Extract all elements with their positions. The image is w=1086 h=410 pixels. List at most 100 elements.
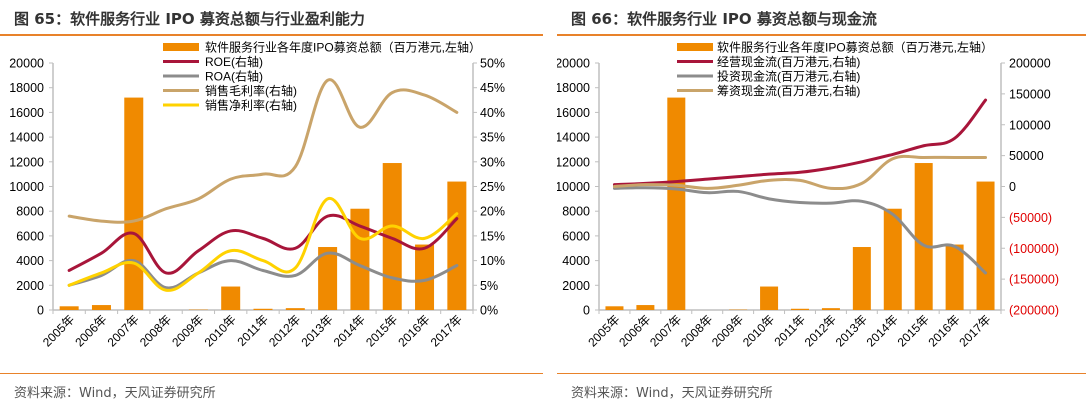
- x-axis-tick-label: 2005年: [40, 312, 77, 349]
- series-line-2: [612, 186, 988, 275]
- x-axis-tick-label: 2012年: [802, 312, 839, 349]
- source-note: 资料来源：Wind，天风证券研究所: [571, 386, 773, 401]
- x-axis-tick-label: 2015年: [895, 312, 932, 349]
- left-axis-tick-label: 2000: [16, 279, 44, 293]
- x-axis-tick-label: 2006年: [72, 312, 109, 349]
- x-axis-tick-label: 2009年: [169, 312, 206, 349]
- right-axis-tick-label: 50%: [480, 57, 505, 71]
- figure-title: 图 66：软件服务行业 IPO 募资总额与现金流: [571, 10, 877, 28]
- series-line-1: [67, 213, 459, 275]
- bar-2011年: [791, 308, 809, 310]
- x-axis-tick-label: 2013年: [298, 312, 335, 349]
- bar-2017年: [447, 181, 467, 310]
- left-axis-tick-label: 2000: [562, 279, 590, 293]
- x-axis-tick-label: 2007年: [105, 312, 142, 349]
- bar-2006年: [91, 305, 111, 310]
- left-axis-tick-label: 16000: [9, 106, 44, 120]
- legend-label: 销售净利率(右轴): [205, 98, 297, 113]
- x-axis-tick-label: 2008年: [678, 312, 715, 349]
- left-axis-tick-label: 12000: [9, 155, 44, 169]
- legend-label: 销售毛利率(右轴): [205, 83, 297, 98]
- right-axis-tick-label: 150000: [1009, 87, 1051, 101]
- x-axis-tick-label: 2017年: [956, 312, 993, 349]
- x-axis-tick-label: 2008年: [137, 312, 174, 349]
- x-axis-tick-label: 2014年: [864, 312, 901, 349]
- bar-2012年: [285, 308, 305, 310]
- legend-label: 软件服务行业各年度IPO募资总额（百万港元,左轴）: [205, 40, 481, 55]
- legend-label: ROA(右轴): [205, 69, 263, 84]
- series-line-3: [612, 154, 988, 191]
- legend: 软件服务行业各年度IPO募资总额（百万港元,左轴）经营现金流(百万港元,右轴)投…: [677, 40, 993, 98]
- bar-2010年: [221, 286, 241, 310]
- left-axis-tick-label: 10000: [557, 180, 590, 194]
- left-axis-tick-label: 14000: [557, 131, 590, 145]
- left-axis-tick-label: 20000: [9, 57, 44, 71]
- left-axis-tick-label: 12000: [557, 155, 590, 169]
- x-axis-tick-label: 2016年: [395, 312, 432, 349]
- x-axis-tick-label: 2007年: [647, 312, 684, 349]
- bar-2006年: [636, 305, 655, 310]
- right-axis-tick-label: 30%: [480, 155, 505, 169]
- right-axis-tick-label: 0: [1009, 180, 1016, 194]
- left-axis-tick-label: 18000: [557, 81, 590, 95]
- title-divider: [0, 34, 543, 36]
- right-axis-tick-label: 40%: [480, 106, 505, 120]
- bar-2013年: [318, 247, 338, 310]
- left-axis-tick-label: 6000: [562, 229, 590, 243]
- figure-title: 图 65：软件服务行业 IPO 募资总额与行业盈利能力: [14, 10, 365, 28]
- right-axis-tick-label: 15%: [480, 229, 505, 243]
- title-divider: [557, 34, 1086, 36]
- bar-2005年: [605, 306, 624, 310]
- right-axis-tick-label: 5%: [480, 279, 498, 293]
- x-axis-tick-label: 2011年: [771, 312, 808, 349]
- figure-66-panel: 图 66：软件服务行业 IPO 募资总额与现金流 0 2000 4000 6000 80…: [557, 0, 1086, 410]
- right-axis-tick-label: (100000): [1009, 242, 1059, 256]
- x-axis-tick-label: 2009年: [709, 312, 746, 349]
- legend-swatch-bar: [677, 43, 713, 51]
- left-axis-tick-label: 6000: [16, 229, 44, 243]
- bar-2016年: [415, 244, 435, 310]
- left-axis-tick-label: 14000: [9, 131, 44, 145]
- left-axis-tick-label: 10000: [9, 180, 44, 194]
- bar-2015年: [914, 163, 933, 310]
- left-axis-tick-label: 16000: [557, 106, 590, 120]
- figure-65-panel: 图 65：软件服务行业 IPO 募资总额与行业盈利能力 0 2000 4000 600…: [0, 10, 543, 401]
- x-axis-tick-label: 2006年: [616, 312, 653, 349]
- bar-2011年: [253, 308, 273, 310]
- x-axis-tick-label: 2013年: [833, 312, 870, 349]
- x-axis-tick-label: 2012年: [266, 312, 303, 349]
- ipo-cashflow-chart: 0 2000 4000 6000 8000 10000 12000 14000 16000 180…: [557, 40, 1059, 350]
- legend-label: 投资现金流(百万港元,右轴): [717, 69, 860, 84]
- x-axis-tick-label: 2010年: [202, 312, 239, 349]
- bar-2013年: [852, 247, 871, 310]
- bar-2005年: [59, 306, 79, 310]
- ipo-profitability-chart: 0 2000 4000 6000 8000 10000 12000 14000 16000 180…: [9, 40, 505, 350]
- x-axis-tick-label: 2005年: [585, 312, 622, 349]
- x-axis-tick-label: 2014年: [331, 312, 368, 349]
- right-axis-tick-label: (150000): [1009, 273, 1059, 287]
- series-line-4: [67, 197, 459, 292]
- right-axis-tick-label: (200000): [1009, 304, 1059, 318]
- right-axis-tick-label: 50000: [1009, 149, 1044, 163]
- legend-label: 经营现金流(百万港元,右轴): [717, 54, 860, 69]
- bar-2007年: [667, 97, 686, 310]
- bar-2007年: [124, 97, 144, 310]
- x-axis-tick-label: 2011年: [234, 312, 271, 349]
- series-line-1: [612, 98, 988, 187]
- series-line-3: [67, 78, 459, 224]
- x-axis-tick-label: 2017年: [428, 312, 465, 349]
- right-axis-tick-label: 200000: [1009, 57, 1051, 71]
- left-axis-tick-label: 0: [583, 304, 590, 318]
- source-divider: [557, 373, 1086, 374]
- x-axis-tick-label: 2010年: [740, 312, 777, 349]
- right-axis-tick-label: 10%: [480, 254, 505, 268]
- source-note: 资料来源：Wind，天风证券研究所: [14, 386, 216, 401]
- right-axis-tick-label: (50000): [1009, 211, 1052, 225]
- series-line-2: [67, 251, 459, 290]
- bar-2015年: [382, 163, 402, 310]
- bar-2014年: [883, 208, 902, 310]
- left-axis-tick-label: 8000: [16, 205, 44, 219]
- right-axis-tick-label: 35%: [480, 131, 505, 145]
- legend-label: 软件服务行业各年度IPO募资总额（百万港元,左轴）: [717, 40, 993, 55]
- right-axis-tick-label: 25%: [480, 180, 505, 194]
